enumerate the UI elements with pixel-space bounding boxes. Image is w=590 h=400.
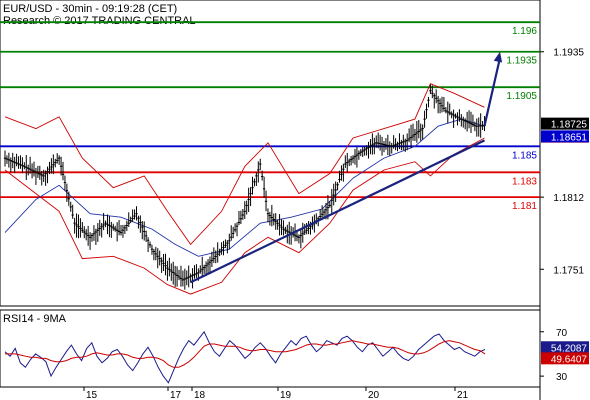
price-y-tick-label-0: 1.1935 <box>553 48 584 59</box>
price-tag-label-0: 1.18725 <box>551 120 588 131</box>
rsi-tag-label-0: 54.2087 <box>551 343 588 354</box>
date-x-ticks: 15 17 18 19 20 21 <box>83 387 469 400</box>
rsi-y-tick-label-1: 30 <box>556 372 568 383</box>
date-tick-label-1: 17 <box>170 390 182 400</box>
rsi-tag-box-0 <box>541 341 589 354</box>
level-label-4: 1.183 <box>512 176 537 187</box>
rsi-series-line-0 <box>4 330 486 384</box>
level-label-2: 1.1905 <box>506 91 537 102</box>
price-tag-box-2 <box>541 130 589 143</box>
trendline-0 <box>190 139 486 284</box>
date-tick-label-0: 15 <box>86 390 98 400</box>
price-series <box>3 84 486 290</box>
bollinger-upper-line <box>4 83 485 246</box>
rsi-panel-frame <box>0 309 541 388</box>
date-tick-label-2: 18 <box>194 390 206 400</box>
price-y-ticks: 1.1935 1.1812 1.1751 <box>540 48 584 276</box>
price-tag-label-2: 1.18651 <box>551 132 588 143</box>
rsi-panel-title: RSI14 - 9MA <box>3 313 67 325</box>
rsi-series-line-1 <box>5 340 486 368</box>
price-y-tick-label-1: 1.1812 <box>553 193 584 204</box>
projection-arrow-line <box>483 57 502 126</box>
date-tick-label-4: 20 <box>368 390 380 400</box>
moving-average <box>4 118 485 257</box>
projection-arrow-head <box>493 51 503 63</box>
bollinger-lower-line <box>4 137 485 295</box>
chart-header-title: EUR/USD - 30min - 09:19:28 (CET) <box>3 3 177 15</box>
date-tick-label-5: 21 <box>457 390 469 400</box>
moving-average-line <box>4 118 485 257</box>
level-label-5: 1.181 <box>512 201 537 212</box>
rsi-y-tick-label-0: 70 <box>556 328 568 339</box>
price-tag-box-0 <box>541 117 589 130</box>
level-label-0: 1.196 <box>512 26 537 37</box>
rsi-tag-label-1: 49.6407 <box>551 354 588 365</box>
chart-header-copyright: Research © 2017 TRADING CENTRAL <box>3 15 196 27</box>
rsi-y-ticks: 70 30 <box>540 328 568 383</box>
price-y-tick-label-2: 1.1751 <box>553 265 584 276</box>
date-tick-label-3: 19 <box>280 390 292 400</box>
trendlines <box>190 51 503 284</box>
bollinger-bands <box>4 83 485 295</box>
rsi-tag-box-1 <box>541 352 589 365</box>
rsi-series <box>4 330 486 384</box>
level-label-3: 1.185 <box>512 150 537 161</box>
level-label-1: 1.1935 <box>506 56 537 67</box>
